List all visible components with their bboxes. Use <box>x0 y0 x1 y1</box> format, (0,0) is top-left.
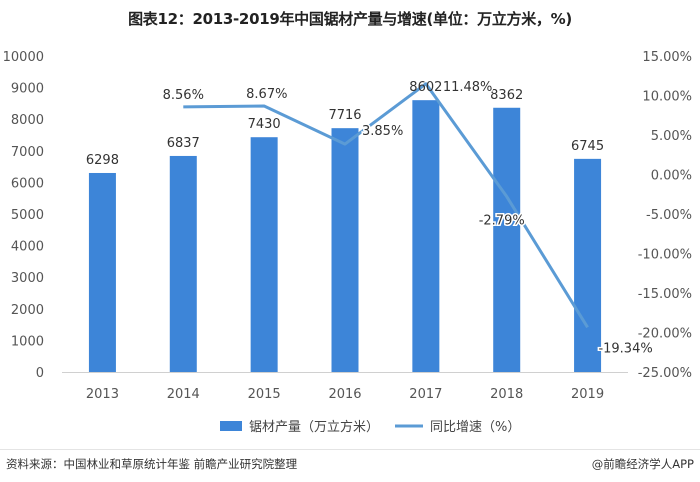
left-axis-tick: 2000 <box>11 303 44 318</box>
line-data-label: -19.34% <box>598 341 652 356</box>
bar-data-label: 7430 <box>248 117 281 132</box>
bar-data-label: 8362 <box>490 88 523 103</box>
bar-data-labels: 6298 6837 7430 7716 8602 8362 6745 <box>86 80 604 168</box>
right-axis-tick: -20.00% <box>638 327 692 342</box>
left-axis-tick: 4000 <box>11 240 44 255</box>
left-axis-tick: 6000 <box>11 176 44 191</box>
chart-title: 图表12：2013-2019年中国锯材产量与增速(单位：万立方米，%) <box>128 10 572 28</box>
x-axis-tick: 2013 <box>86 387 119 402</box>
bar-data-label: 8602 <box>409 80 442 95</box>
left-axis-tick: 7000 <box>11 145 44 160</box>
left-axis-tick: 3000 <box>11 271 44 286</box>
right-axis-tick: -5.00% <box>646 208 692 223</box>
right-axis-tick: 0.00% <box>651 169 692 184</box>
growth-line <box>183 82 589 329</box>
x-axis-tick: 2015 <box>248 387 281 402</box>
x-axis-tick: 2018 <box>490 387 523 402</box>
brand-credit: @前瞻经济学人APP <box>591 457 694 471</box>
bar <box>493 107 521 372</box>
x-axis: 2013 2014 2015 2016 2017 2018 2019 <box>86 387 604 402</box>
footer: 资料来源：中国林业和草原统计年鉴 前瞻产业研究院整理 @前瞻经济学人APP <box>0 449 700 482</box>
left-axis: 0 1000 2000 3000 4000 5000 6000 7000 8000 9000 100… <box>3 50 44 381</box>
bar-series <box>88 100 602 372</box>
right-axis-tick: -25.00% <box>638 366 692 381</box>
right-axis-tick: 5.00% <box>651 129 692 144</box>
x-axis-tick: 2017 <box>409 387 442 402</box>
line-data-label: 8.56% <box>163 88 204 103</box>
x-axis-tick: 2019 <box>571 387 604 402</box>
left-axis-tick: 9000 <box>11 82 44 97</box>
x-axis-tick: 2014 <box>167 387 200 402</box>
line-data-label: 3.85% <box>362 124 403 139</box>
right-axis-tick: 15.00% <box>642 50 692 65</box>
left-axis-tick: 10000 <box>3 50 44 65</box>
left-axis-tick: 1000 <box>11 334 44 349</box>
line-data-label: 11.48% <box>443 80 493 95</box>
legend: 锯材产量（万立方米） 同比增速（%） <box>220 419 520 435</box>
bar <box>331 128 359 372</box>
bar-data-label: 6298 <box>86 153 119 168</box>
left-axis-tick: 8000 <box>11 113 44 128</box>
right-axis-tick: -10.00% <box>638 248 692 263</box>
left-axis-tick: 0 <box>36 366 44 381</box>
bar-data-label: 6745 <box>571 139 604 154</box>
right-axis-tick: 10.00% <box>642 90 692 105</box>
bar <box>574 158 602 372</box>
bar-data-label: 7716 <box>328 108 361 123</box>
bar <box>250 137 278 372</box>
left-axis-tick: 5000 <box>11 208 44 223</box>
bar <box>88 172 116 372</box>
legend-bar-swatch <box>220 421 242 431</box>
chart: 0 1000 2000 3000 4000 5000 6000 7000 8000 9000 100… <box>3 50 692 435</box>
bar-data-label: 6837 <box>167 136 200 151</box>
line-data-labels: 8.56% 8.67% 3.85% 11.48% -2.79% -19.34% <box>161 78 654 357</box>
bar <box>169 155 197 372</box>
bar <box>412 100 440 372</box>
x-axis-tick: 2016 <box>328 387 361 402</box>
legend-line-label: 同比增速（%） <box>430 420 520 435</box>
line-data-label: -2.79% <box>479 214 525 229</box>
legend-bar-label: 锯材产量（万立方米） <box>249 419 379 435</box>
right-axis-tick: -15.00% <box>638 287 692 302</box>
line-series <box>183 82 589 329</box>
right-axis: 15.00% 10.00% 5.00% 0.00% -5.00% -10.00% -15.0… <box>638 50 692 381</box>
line-data-label: 8.67% <box>246 87 287 102</box>
source-note: 资料来源：中国林业和草原统计年鉴 前瞻产业研究院整理 <box>6 457 298 471</box>
